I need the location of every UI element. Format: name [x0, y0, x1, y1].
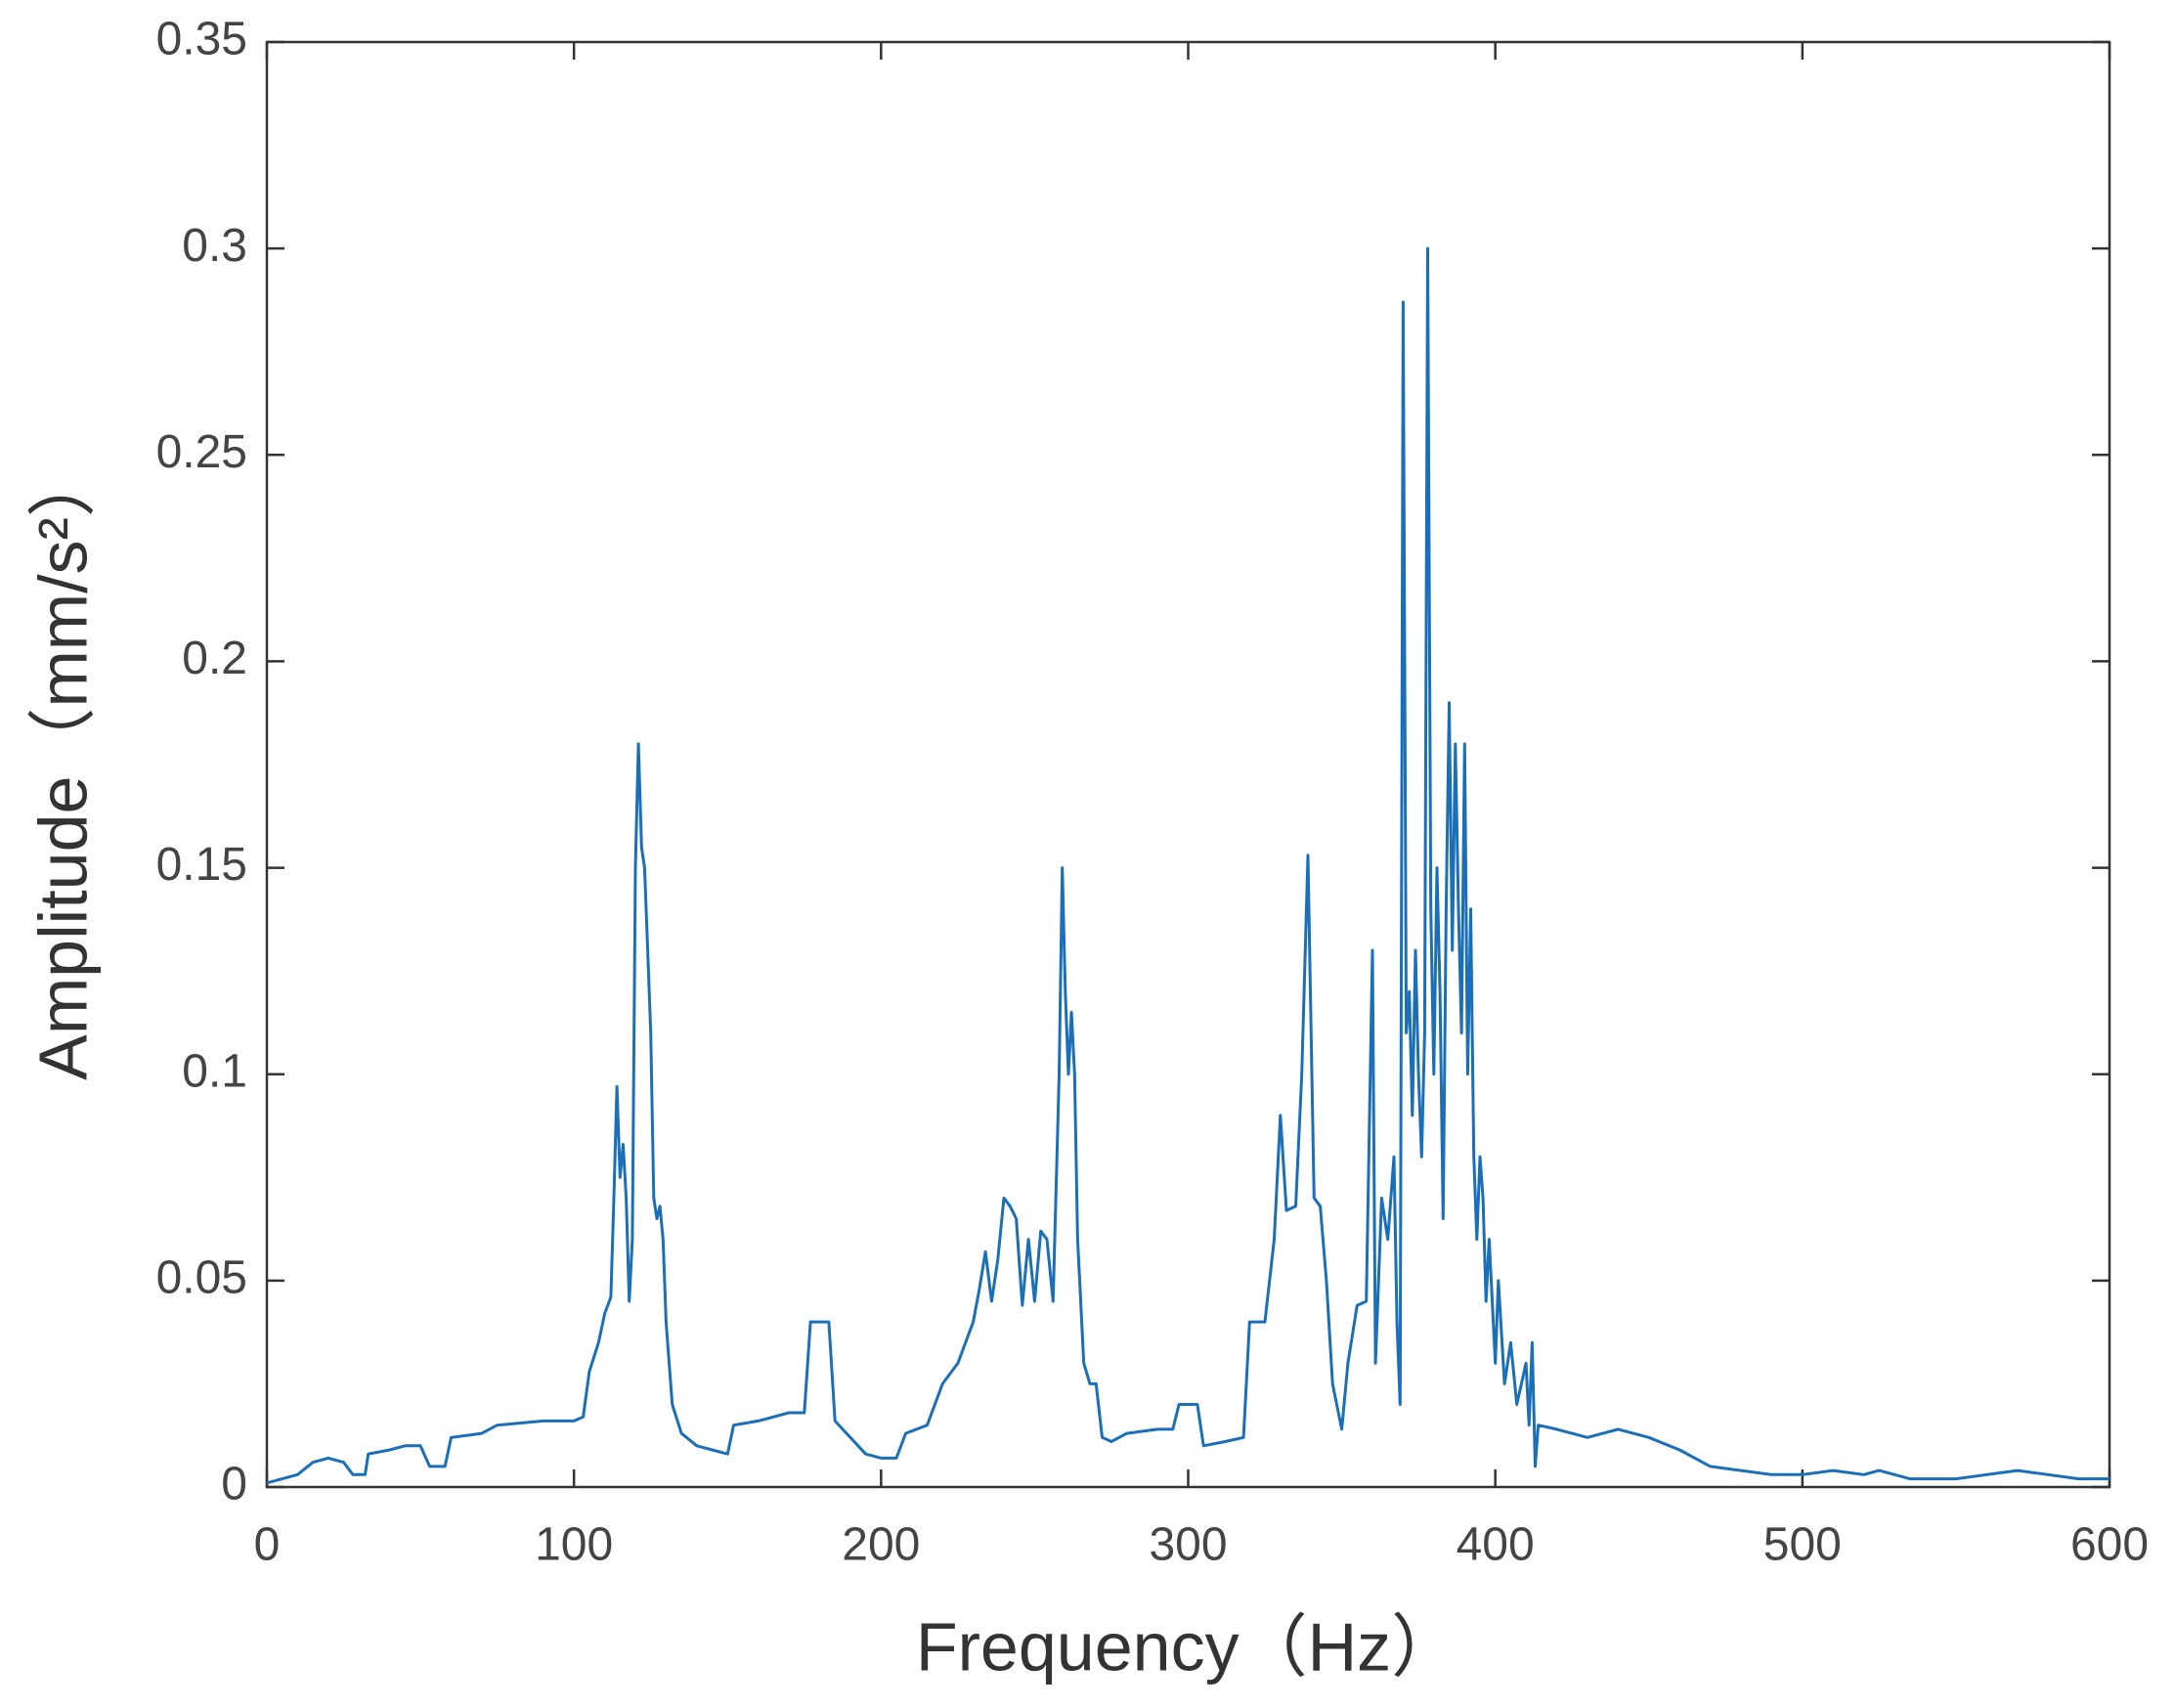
- y-tick-label: 0.2: [182, 633, 247, 684]
- plot-frame: [265, 40, 2111, 1489]
- x-axis-label: Frequency（Hz）: [916, 1608, 1459, 1685]
- x-tick-label: 500: [1763, 1519, 1842, 1571]
- y-axis-label: Amplitude（mm/s²）: [24, 449, 101, 1080]
- x-tick-label: 600: [2070, 1519, 2149, 1571]
- y-tick-label: 0.3: [182, 220, 247, 272]
- y-tick-label: 0.15: [156, 839, 247, 891]
- y-tick-label: 0.25: [156, 426, 247, 478]
- data-line: [266, 246, 2110, 1485]
- y-tick-label: 0.1: [182, 1045, 247, 1097]
- x-tick-label: 0: [254, 1519, 281, 1571]
- x-tick-label: 300: [1149, 1519, 1227, 1571]
- x-tick-label: 100: [535, 1519, 613, 1571]
- x-tick-label: 200: [842, 1519, 920, 1571]
- y-tick-label: 0.05: [156, 1252, 247, 1304]
- y-tick-label: 0: [221, 1459, 247, 1511]
- x-tick-label: 400: [1457, 1519, 1535, 1571]
- y-tick-label: 0.35: [156, 14, 247, 66]
